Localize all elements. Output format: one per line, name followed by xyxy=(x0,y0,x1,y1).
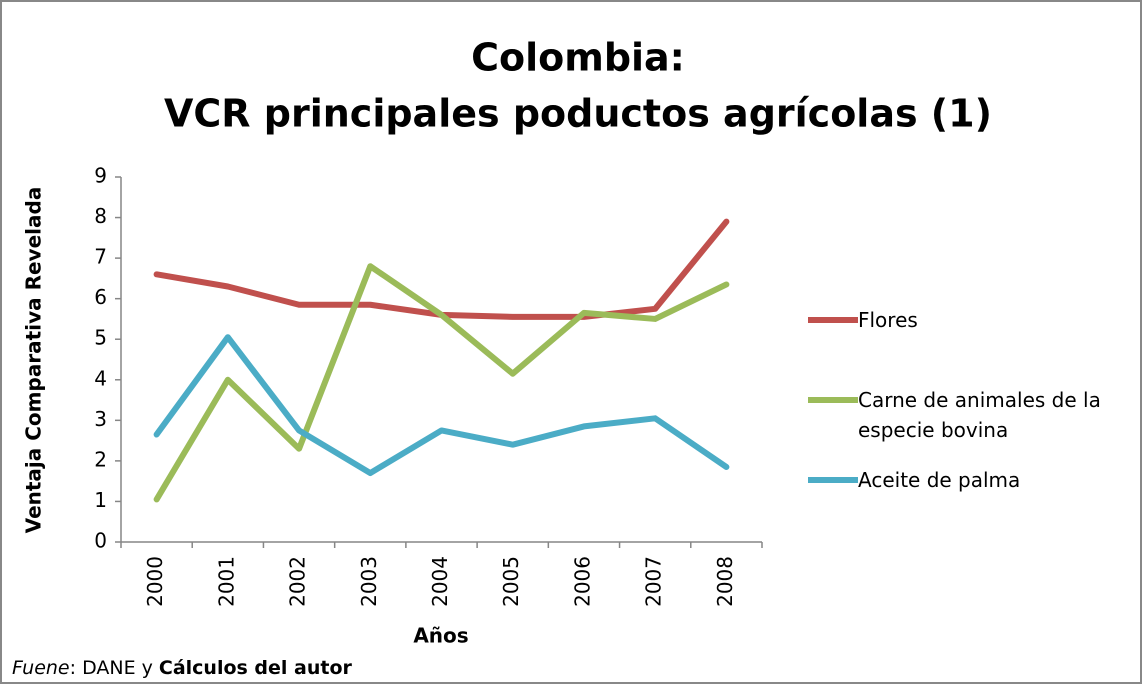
legend-label: Carne de animales de la especie bovina xyxy=(858,388,1101,442)
source-note: Fuene: DANE y Cálculos del autor xyxy=(12,657,352,679)
x-tick-label: 2001 xyxy=(214,556,238,607)
y-tick-label: 9 xyxy=(94,164,107,188)
series-line xyxy=(153,334,730,477)
y-axis-label: Ventaja Comparativa Revelada xyxy=(22,187,46,534)
legend-label: Aceite de palma xyxy=(858,468,1021,492)
y-tick-label: 4 xyxy=(94,366,107,390)
y-tick-label: 6 xyxy=(94,285,107,309)
y-tick-label: 8 xyxy=(94,204,107,228)
chart-subtitle: VCR principales poductos agrícolas (1) xyxy=(164,92,992,136)
legend-swatch xyxy=(808,397,858,403)
source-bold: Cálculos del autor xyxy=(158,657,352,679)
chart-title: Colombia: xyxy=(471,36,685,80)
y-tick-label: 1 xyxy=(94,488,107,512)
x-tick-label: 2007 xyxy=(642,556,666,607)
x-tick-label: 2005 xyxy=(499,556,523,607)
legend-item: Flores xyxy=(808,305,1108,335)
source-text: : DANE y xyxy=(69,657,153,679)
x-tick-label: 2004 xyxy=(428,556,452,607)
series-line xyxy=(153,263,730,503)
y-tick-label: 7 xyxy=(94,245,107,269)
x-tick-label: 2002 xyxy=(286,556,310,607)
source-label: Fuene xyxy=(12,657,70,679)
x-tick-label: 2003 xyxy=(357,556,381,607)
x-tick-label: 2000 xyxy=(143,556,167,607)
legend-item: Carne de animales de la especie bovina xyxy=(808,385,1108,445)
y-tick-label: 0 xyxy=(94,529,107,553)
legend-item: Aceite de palma xyxy=(808,465,1108,495)
y-tick-label: 5 xyxy=(94,326,107,350)
legend-swatch xyxy=(808,317,858,323)
x-tick-label: 2008 xyxy=(713,556,737,607)
y-tick-label: 3 xyxy=(94,407,107,431)
x-axis-label: Años xyxy=(413,624,468,648)
legend-label: Flores xyxy=(858,308,918,332)
y-tick-label: 2 xyxy=(94,447,107,471)
x-tick-label: 2006 xyxy=(570,556,594,607)
legend-swatch xyxy=(808,477,858,483)
